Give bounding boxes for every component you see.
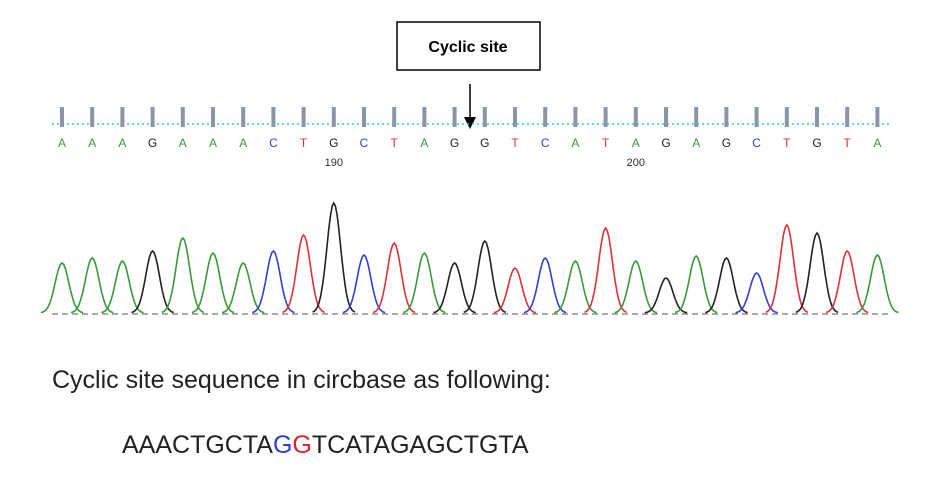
sequence-part: G [292,431,311,459]
peak [312,201,356,313]
caption: Cyclic site sequence in circbase as foll… [52,366,551,394]
peak [252,249,295,314]
base-letter: G [450,136,459,150]
peak [523,256,567,314]
base-tick [784,107,789,127]
base-letter: A [58,136,66,150]
peak [131,249,174,314]
peak [705,256,748,314]
peak [372,241,416,314]
peak [493,266,537,314]
base-letter: T [391,136,399,150]
base-track: A A A G A A A C T G C T A G G T C A T A G A G C T G T A 190 200 [58,107,881,169]
sequence-part: G [273,431,292,459]
base-letter: A [179,136,187,150]
base-tick [845,107,850,127]
base-tick [120,107,125,127]
base-letter: T [602,136,610,150]
base-letter: A [873,136,881,150]
base-tick [633,107,638,127]
base-letter: A [118,136,126,150]
sequence-part: TCATAGAGCTGTA [312,431,529,459]
callout-label: Cyclic site [428,39,507,56]
base-tick [90,107,95,127]
base-tick [875,107,880,127]
base-letter: A [571,136,579,150]
base-letter: A [239,136,247,150]
base-letter: C [541,136,550,150]
callout-box [396,21,541,71]
base-letter: T [783,136,791,150]
base-letter: T [844,136,852,150]
chromatogram [40,201,899,314]
base-letter: T [300,136,308,150]
base-letter: A [420,136,428,150]
peak [614,259,658,314]
base-tick [392,107,397,127]
position-label: 200 [627,157,645,169]
base-tick [603,107,608,127]
base-letter: G [722,136,731,150]
base-tick [271,107,276,127]
peak [584,226,628,314]
base-tick [452,107,457,127]
base-tick [150,107,155,127]
peak [765,223,809,314]
peak [825,249,869,314]
base-letter: G [661,136,670,150]
base-tick [362,107,366,127]
peak [795,231,839,314]
base-tick [60,107,64,127]
base-letter: C [752,136,761,150]
peak [463,239,507,314]
base-tick [573,107,578,127]
base-letter: T [511,136,519,150]
sequence: AAACTGCTAGGTCATAGAGCTGTA [122,431,529,459]
base-tick [664,107,668,127]
sequence-part: AAACTGCTA [122,431,273,459]
peak [674,254,718,314]
base-tick [301,107,306,127]
base-tick [241,107,246,127]
base-letter: A [632,136,640,150]
base-tick [513,107,517,127]
base-letter: C [269,136,278,150]
base-letter: G [812,136,821,150]
base-tick [482,107,487,127]
base-letter: G [329,136,338,150]
base-tick [331,107,336,127]
peak [70,256,114,314]
peak [161,236,205,314]
base-tick [422,107,427,127]
base-letter: C [360,136,369,150]
peak [40,261,84,314]
base-letter: G [148,136,157,150]
base-tick [754,107,759,127]
base-letter: G [480,136,489,150]
base-letter: A [692,136,700,150]
base-tick [724,107,729,127]
base-tick [211,107,215,127]
base-tick [180,107,185,127]
peak [856,253,899,314]
base-tick [694,107,699,127]
peak [282,233,326,314]
base-tick [815,107,819,127]
base-letter: A [209,136,217,150]
peak [433,261,476,314]
position-label: 190 [325,157,343,169]
peak [342,253,386,314]
peak [221,261,265,314]
peak [191,251,235,314]
peak [101,259,144,314]
peak [403,251,446,314]
base-letter: A [88,136,96,150]
arrow-head [464,117,476,129]
base-tick [543,107,548,127]
